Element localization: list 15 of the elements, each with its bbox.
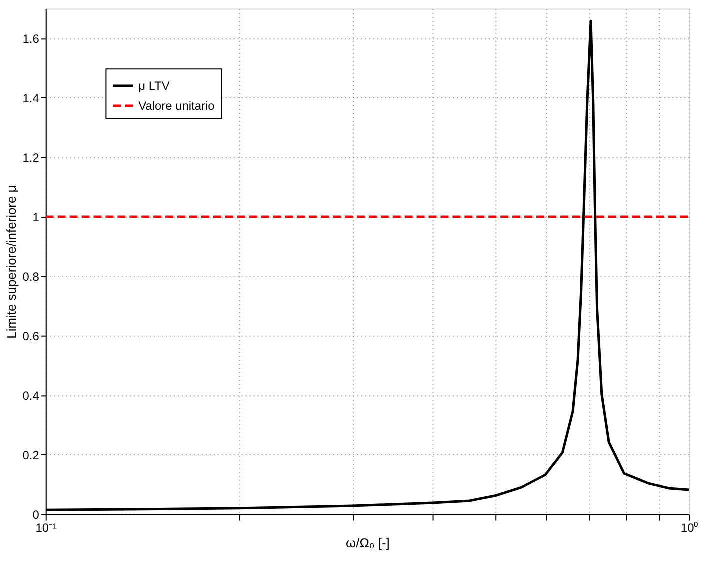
y-tick-label: 1 [32, 210, 40, 224]
x-axis-title: ω/Ω₀ [-] [346, 536, 390, 551]
x-tick-label: 10⁻¹ [36, 520, 58, 535]
y-axis-title: Limite superiore/inferiore μ [4, 185, 19, 339]
y-tick-label: 1.4 [22, 91, 40, 106]
x-tick-label: 10⁰ [680, 520, 698, 535]
y-tick-label: 1.6 [22, 32, 40, 46]
y-tick-label: 1.2 [22, 150, 40, 165]
y-tick-label: 0.8 [22, 270, 40, 284]
y-tick-label: 0.6 [22, 329, 40, 344]
y-tick-label: 0.2 [22, 448, 40, 462]
legend-label: μ LTV [138, 79, 170, 94]
y-tick-label: 0.4 [22, 388, 40, 403]
y-tick-label: 0 [32, 508, 40, 522]
legend-label: Valore unitario [138, 98, 216, 113]
